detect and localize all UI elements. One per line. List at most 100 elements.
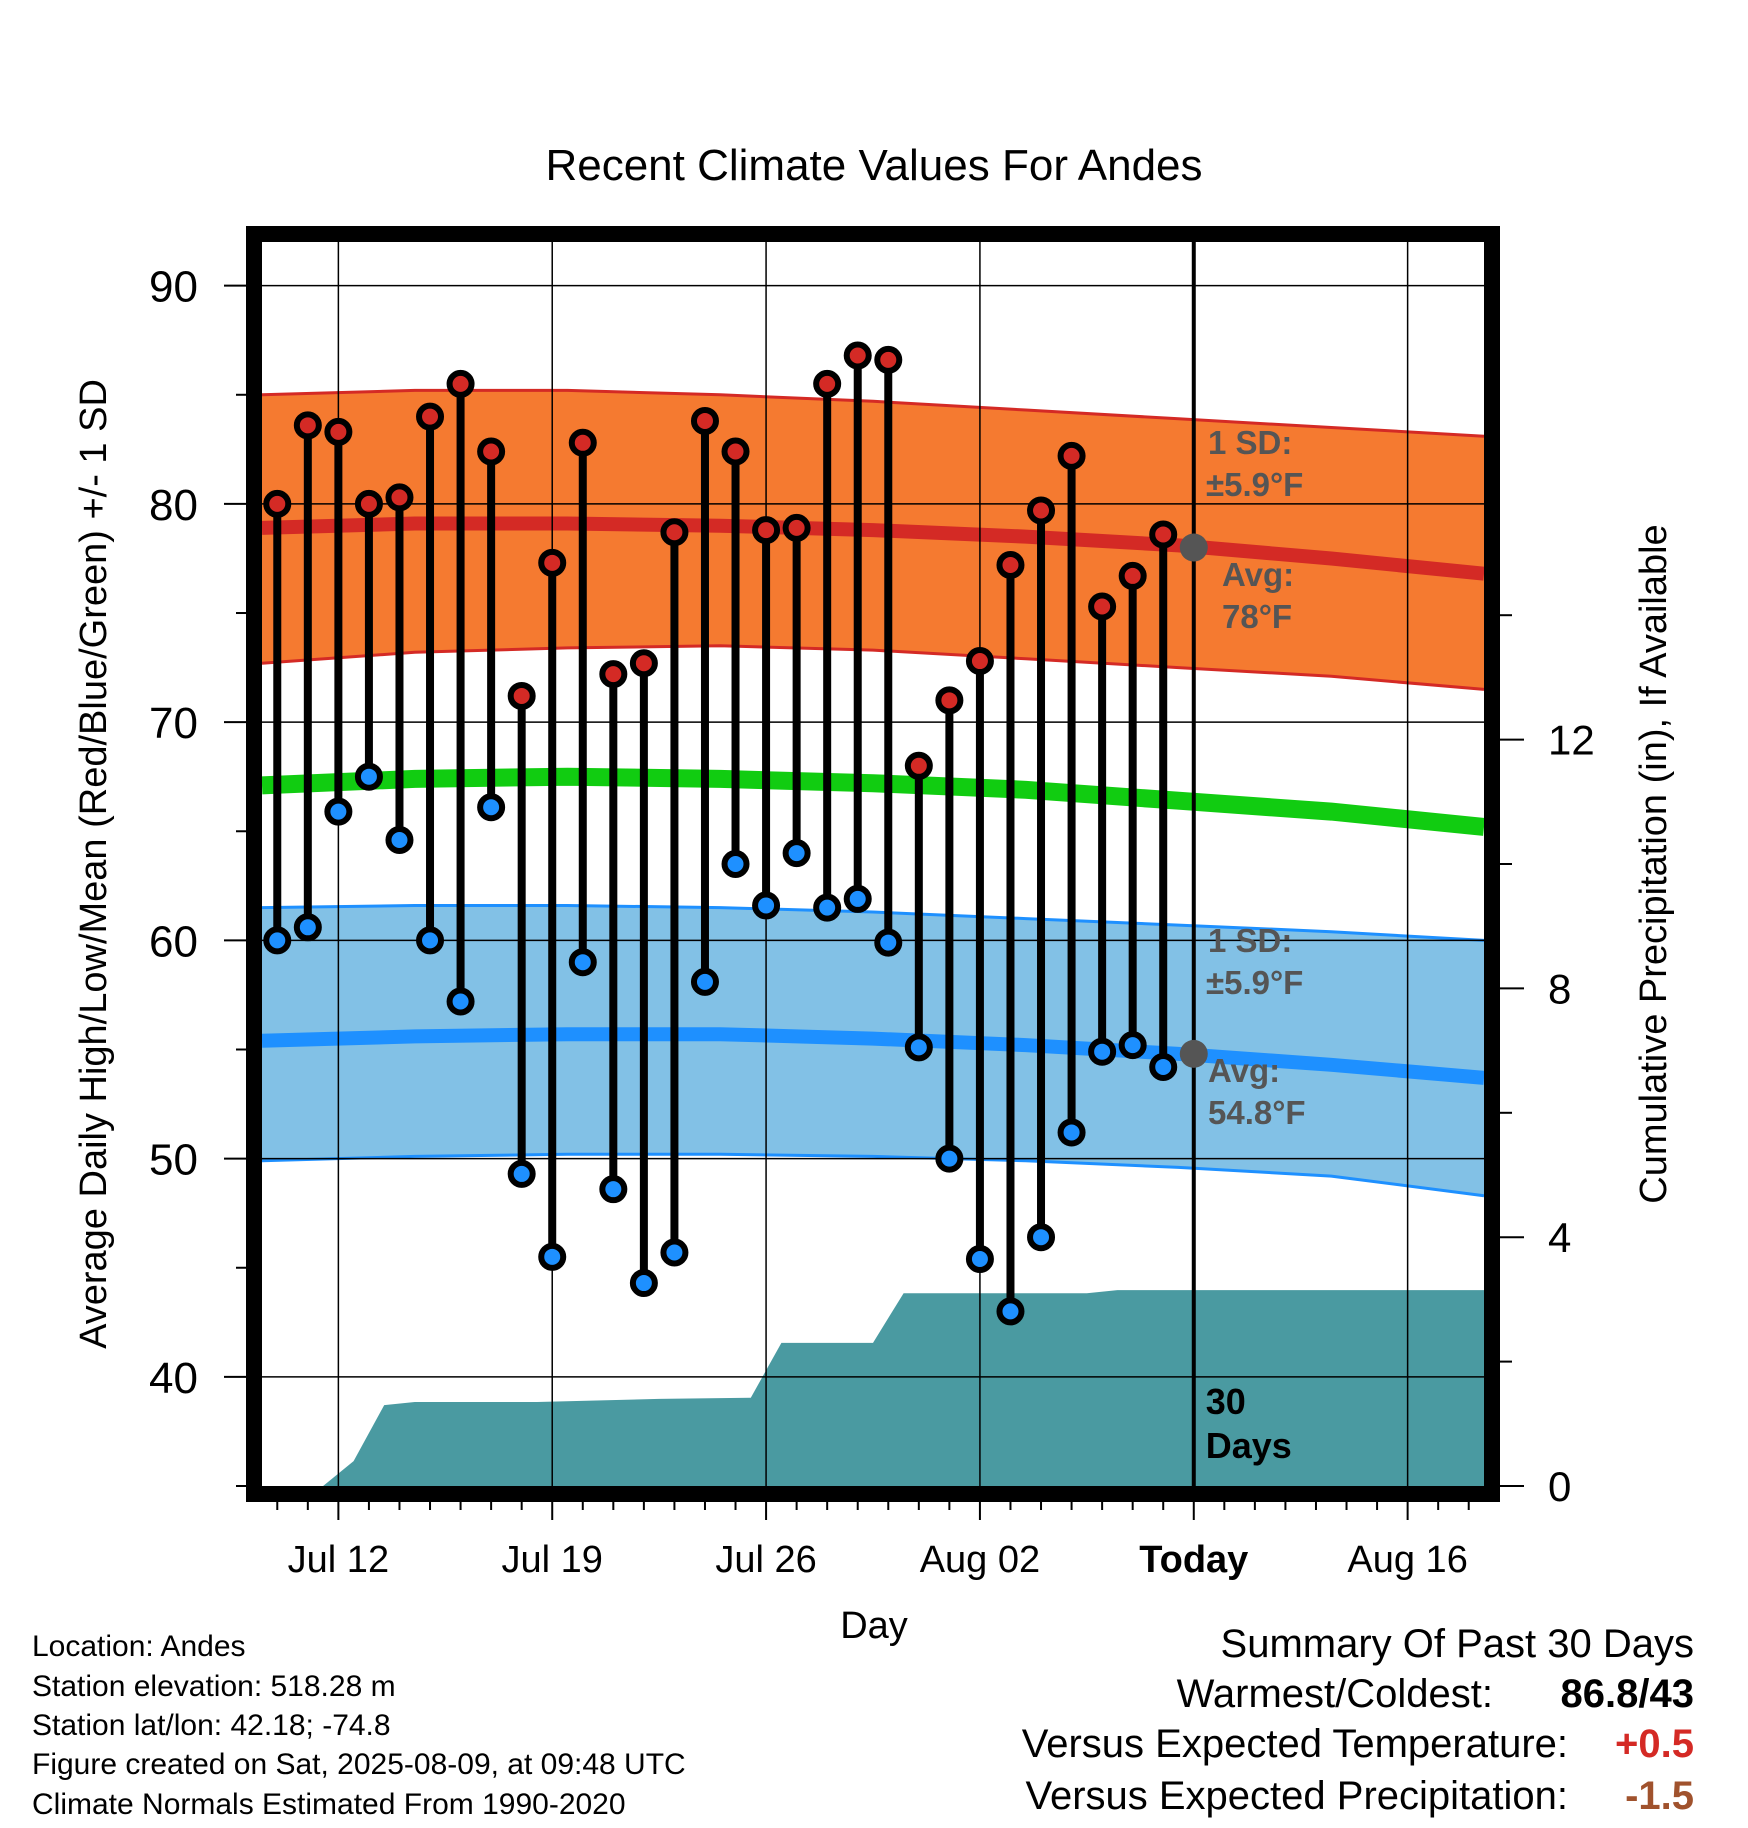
daily-high-point	[324, 417, 353, 446]
today-high-avg-marker	[1179, 533, 1208, 562]
summary-title: Summary Of Past 30 Days	[1220, 1622, 1694, 1666]
high-lower-line	[261, 644, 1485, 691]
high-avg-value: 78°F	[1222, 598, 1292, 635]
daily-low-point	[446, 987, 475, 1016]
precip-layer	[262, 1290, 1484, 1486]
daily-high-point	[599, 660, 628, 689]
high-avg-line	[261, 516, 1485, 581]
daily-high-point	[874, 345, 903, 374]
daily-high-point	[263, 489, 292, 518]
daily-low-point	[629, 1269, 658, 1298]
summary-precip-row: Versus Expected Precipitation: -1.5	[0, 1774, 1748, 1824]
coldest-value: /43	[1638, 1672, 1694, 1716]
daily-low-point	[538, 1242, 567, 1271]
plot-frame	[246, 226, 1500, 1502]
daily-low-point	[904, 1033, 933, 1062]
low-sd-value: ±5.9°F	[1206, 964, 1303, 1001]
y-tick-label: 60	[149, 917, 198, 966]
daily-high-point	[904, 751, 933, 780]
y-tick-label: 80	[149, 481, 198, 530]
y2-tick-label: 12	[1548, 717, 1595, 764]
precip-label: Versus Expected Precipitation:	[1025, 1774, 1568, 1818]
x-tick-label: Jul 12	[288, 1539, 389, 1581]
daily-high-point	[446, 369, 475, 398]
temp-departure-value: +0.5	[1615, 1722, 1694, 1766]
daily-high-point	[293, 411, 322, 440]
high-band-layer	[261, 388, 1485, 691]
daily-low-point	[507, 1159, 536, 1188]
high-sd-label: 1 SD:	[1208, 424, 1292, 461]
y2-tick-label: 8	[1548, 965, 1571, 1012]
daily-high-point	[813, 369, 842, 398]
daily-high-point	[660, 518, 689, 547]
daily-low-point	[354, 762, 383, 791]
x-tick-label: Today	[1139, 1539, 1248, 1581]
x-tick-label: Aug 16	[1347, 1539, 1467, 1581]
precip-area	[262, 1290, 1484, 1486]
y-axis-label: Average Daily High/Low/Mean (Red/Blue/Gr…	[73, 379, 115, 1349]
daily-dots	[263, 341, 1178, 1326]
daily-high-point	[568, 428, 597, 457]
daily-high-point	[416, 402, 445, 431]
x-axis: Jul 12 Jul 19 Jul 26 Aug 02 Today Aug 16	[276, 1500, 1470, 1581]
low-avg-label: Avg:	[1208, 1052, 1280, 1089]
daily-low-point	[416, 926, 445, 955]
y-tick-label: 50	[149, 1136, 198, 1185]
daily-high-point	[477, 437, 506, 466]
daily-high-point	[752, 516, 781, 545]
x-axis-label: Day	[840, 1605, 908, 1647]
chart-title: Recent Climate Values For Andes	[545, 141, 1202, 190]
daily-high-point	[721, 437, 750, 466]
daily-high-point	[690, 406, 719, 435]
low-avg-line	[261, 1027, 1485, 1085]
low-upper-line	[261, 904, 1485, 942]
days-count-label: 30	[1206, 1381, 1246, 1422]
summary-warm-cold-row: Warmest/Coldest: 86.8/43	[0, 1672, 1748, 1722]
y-tick-label: 90	[149, 263, 198, 312]
daily-low-point	[996, 1297, 1025, 1326]
y-axis: 40 50 60 70 80 90	[149, 263, 248, 1487]
summary-temp-row: Versus Expected Temperature: +0.5	[0, 1722, 1748, 1772]
daily-high-point	[354, 489, 383, 518]
x-tick-label: Jul 26	[715, 1539, 816, 1581]
daily-low-point	[1149, 1052, 1178, 1081]
high-sd-value: ±5.9°F	[1206, 466, 1303, 503]
daily-high-point	[1149, 520, 1178, 549]
mean-line	[261, 767, 1485, 836]
daily-high-point	[507, 681, 536, 710]
daily-low-point	[477, 793, 506, 822]
days-unit-label: Days	[1206, 1425, 1292, 1466]
low-sd-band	[262, 905, 1484, 1196]
warmest-value: 86.8	[1560, 1672, 1639, 1716]
high-sd-band	[262, 390, 1484, 690]
daily-low-point	[293, 913, 322, 942]
low-lower-line	[261, 1152, 1485, 1198]
daily-high-point	[1027, 496, 1056, 525]
footer-created: Figure created on Sat, 2025-08-09, at 09…	[32, 1748, 686, 1781]
warm-cold-label: Warmest/Coldest:	[1176, 1672, 1493, 1716]
annotations: 1 SD: ±5.9°F Avg: 78°F 1 SD: ±5.9°F Avg:…	[1206, 424, 1306, 1131]
daily-low-point	[721, 850, 750, 878]
daily-low-point	[324, 797, 353, 826]
daily-high-point	[843, 341, 872, 370]
daily-low-point	[690, 967, 719, 996]
y2-tick-label: 4	[1548, 1214, 1571, 1261]
daily-high-point	[1057, 441, 1086, 470]
high-avg-label: Avg:	[1222, 556, 1294, 593]
x-tick-label: Jul 19	[502, 1539, 603, 1581]
daily-low-point	[263, 926, 292, 955]
daily-low-point	[1088, 1037, 1117, 1066]
daily-low-point	[385, 825, 414, 854]
temp-label: Versus Expected Temperature:	[1021, 1722, 1568, 1766]
daily-low-point	[813, 893, 842, 922]
footer-latlon: Station lat/lon: 42.18; -74.8	[32, 1709, 391, 1742]
daily-stems	[273, 355, 1168, 1312]
y2-tick-label: 0	[1548, 1463, 1571, 1510]
daily-low-point	[752, 891, 781, 920]
precip-departure-value: -1.5	[1625, 1774, 1694, 1818]
warm-cold-value: 86.8/43	[1561, 1672, 1694, 1717]
low-band-layer	[261, 904, 1485, 1198]
daily-high-point	[629, 649, 658, 678]
daily-high-point	[965, 647, 994, 676]
